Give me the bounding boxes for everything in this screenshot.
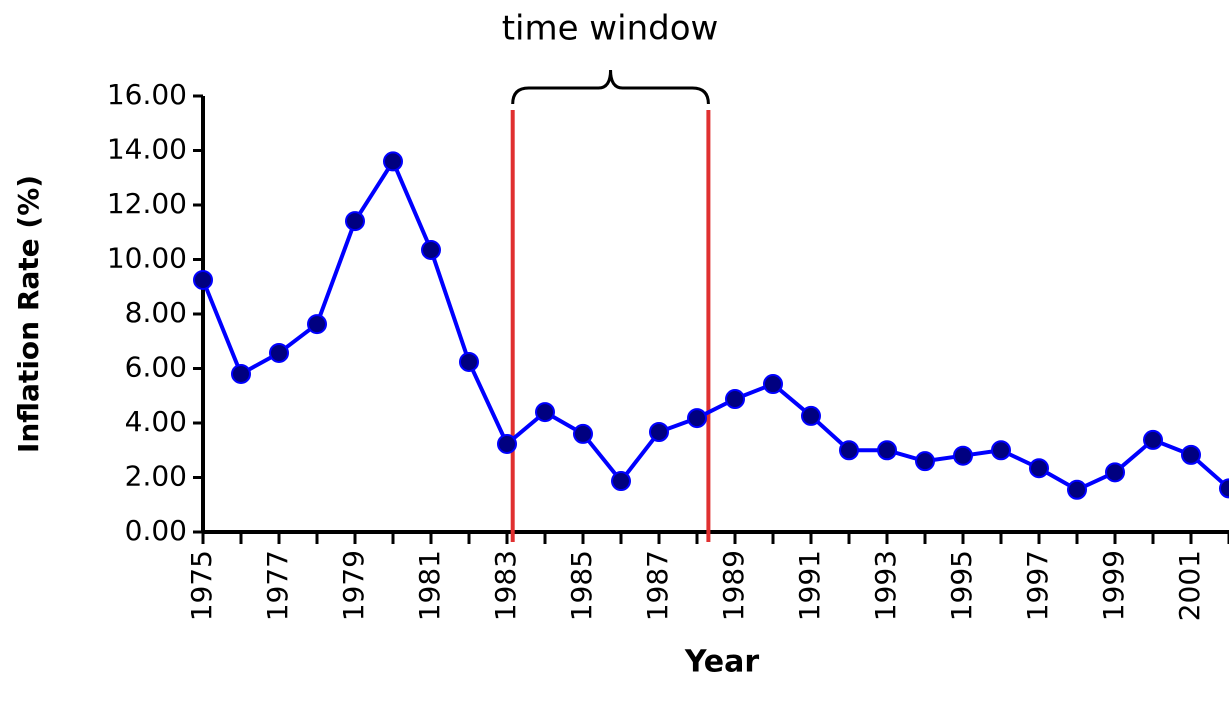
data-point <box>1219 478 1229 499</box>
x-tick-label: 1983 <box>489 550 522 621</box>
x-tick-label: 1991 <box>793 550 826 621</box>
data-point <box>991 440 1011 461</box>
data-point <box>383 151 403 172</box>
x-tick-label: 1989 <box>717 550 750 621</box>
data-point <box>421 239 441 260</box>
data-point <box>1181 444 1201 465</box>
data-point <box>915 451 935 472</box>
x-tick-label: 1987 <box>641 550 674 621</box>
data-point <box>1143 429 1163 450</box>
data-point <box>763 374 783 395</box>
x-tick-label: 1999 <box>1097 550 1130 621</box>
data-point <box>953 445 973 466</box>
y-tick-label: 10.00 <box>107 242 187 275</box>
brace <box>511 69 710 105</box>
data-point <box>307 314 327 335</box>
data-point <box>459 351 479 372</box>
y-tick-label: 2.00 <box>125 460 187 493</box>
data-point <box>1029 458 1049 479</box>
x-tick-label: 1985 <box>565 550 598 621</box>
data-point <box>1105 462 1125 483</box>
y-tick-label: 6.00 <box>125 351 187 384</box>
x-tick-label: 1981 <box>413 550 446 621</box>
data-point <box>231 363 251 384</box>
data-point <box>497 433 517 454</box>
data-point <box>839 440 859 461</box>
data-point <box>535 402 555 423</box>
data-point <box>611 471 631 492</box>
y-tick-label: 12.00 <box>107 187 187 220</box>
data-point <box>649 421 669 442</box>
data-point <box>573 423 593 444</box>
data-point <box>1067 479 1087 500</box>
y-axis-label: Inflation Rate (%) <box>12 175 45 453</box>
x-tick-label: 1979 <box>337 550 370 621</box>
x-tick-label: 1997 <box>1021 550 1054 621</box>
y-tick-label: 8.00 <box>125 296 187 329</box>
data-point <box>725 389 745 410</box>
y-tick-label: 16.00 <box>107 78 187 111</box>
x-axis-label: Year <box>684 645 760 680</box>
x-tick-label: 1993 <box>869 550 902 621</box>
data-point <box>687 408 707 429</box>
x-tick-label: 1975 <box>185 550 218 621</box>
y-tick-label: 14.00 <box>107 133 187 166</box>
y-tick-label: 4.00 <box>125 405 187 438</box>
data-point <box>269 342 289 363</box>
annotation: time window <box>502 9 719 49</box>
x-tick-label: 2001 <box>1173 550 1206 621</box>
x-tick-label: 1995 <box>945 550 978 621</box>
data-point <box>877 440 897 461</box>
data-point <box>193 269 213 290</box>
data-point <box>345 211 365 232</box>
data-point <box>801 405 821 426</box>
x-tick-label: 1977 <box>261 550 294 621</box>
y-tick-label: 0.00 <box>125 514 187 547</box>
data-line <box>201 159 1229 492</box>
